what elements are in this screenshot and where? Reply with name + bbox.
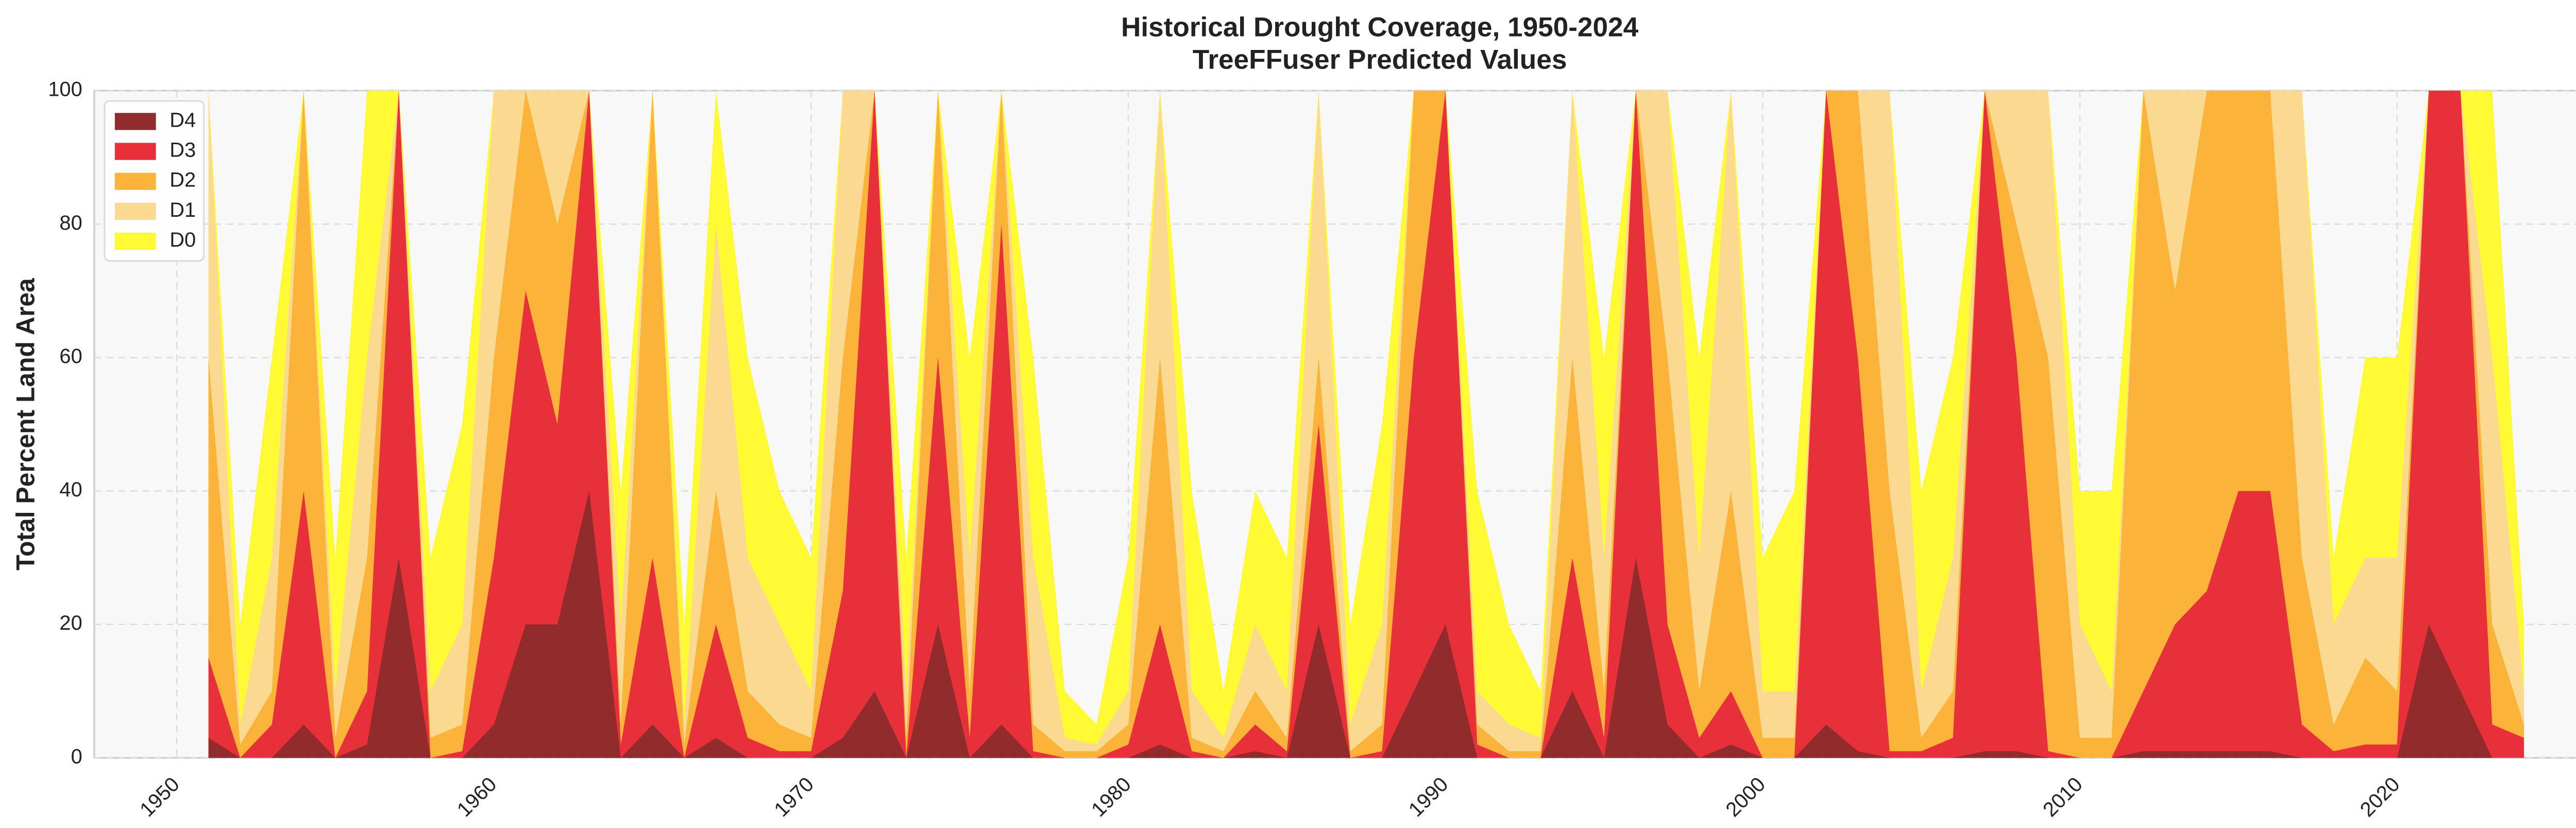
legend-label: D1	[170, 199, 196, 221]
chart-subtitle: TreeFFuser Predicted Values	[1193, 45, 1567, 75]
y-tick-label: 20	[59, 612, 82, 634]
x-tick-label: 1970	[770, 773, 818, 821]
legend-swatch	[114, 202, 156, 220]
legend-swatch	[114, 143, 156, 160]
chart-title: Historical Drought Coverage, 1950-2024	[1121, 12, 1639, 43]
y-tick-label: 60	[59, 345, 82, 368]
y-tick-label: 80	[59, 212, 82, 234]
x-tick-label: 1990	[1404, 773, 1453, 821]
y-axis-label: Total Percent Land Area	[11, 278, 40, 571]
y-tick-label: 40	[59, 478, 82, 501]
legend-swatch	[114, 113, 156, 130]
x-tick-label: 1950	[135, 773, 184, 821]
legend-label: D3	[170, 139, 196, 162]
legend-swatch	[114, 232, 156, 250]
area	[208, 91, 2524, 758]
x-tick-label: 2010	[2039, 773, 2087, 821]
x-tick-label: 1980	[1087, 773, 1136, 821]
y-tick-label: 100	[48, 78, 82, 101]
x-tick-label: 2020	[2356, 773, 2404, 821]
x-tick-label: 2000	[1721, 773, 1770, 821]
area	[208, 91, 2524, 758]
y-tick-label: 0	[71, 745, 82, 768]
legend-label: D0	[170, 229, 196, 251]
legend-label: D4	[170, 109, 196, 131]
x-tick-label: 1960	[453, 773, 501, 821]
legend-swatch	[114, 173, 156, 190]
legend-label: D2	[170, 169, 196, 192]
